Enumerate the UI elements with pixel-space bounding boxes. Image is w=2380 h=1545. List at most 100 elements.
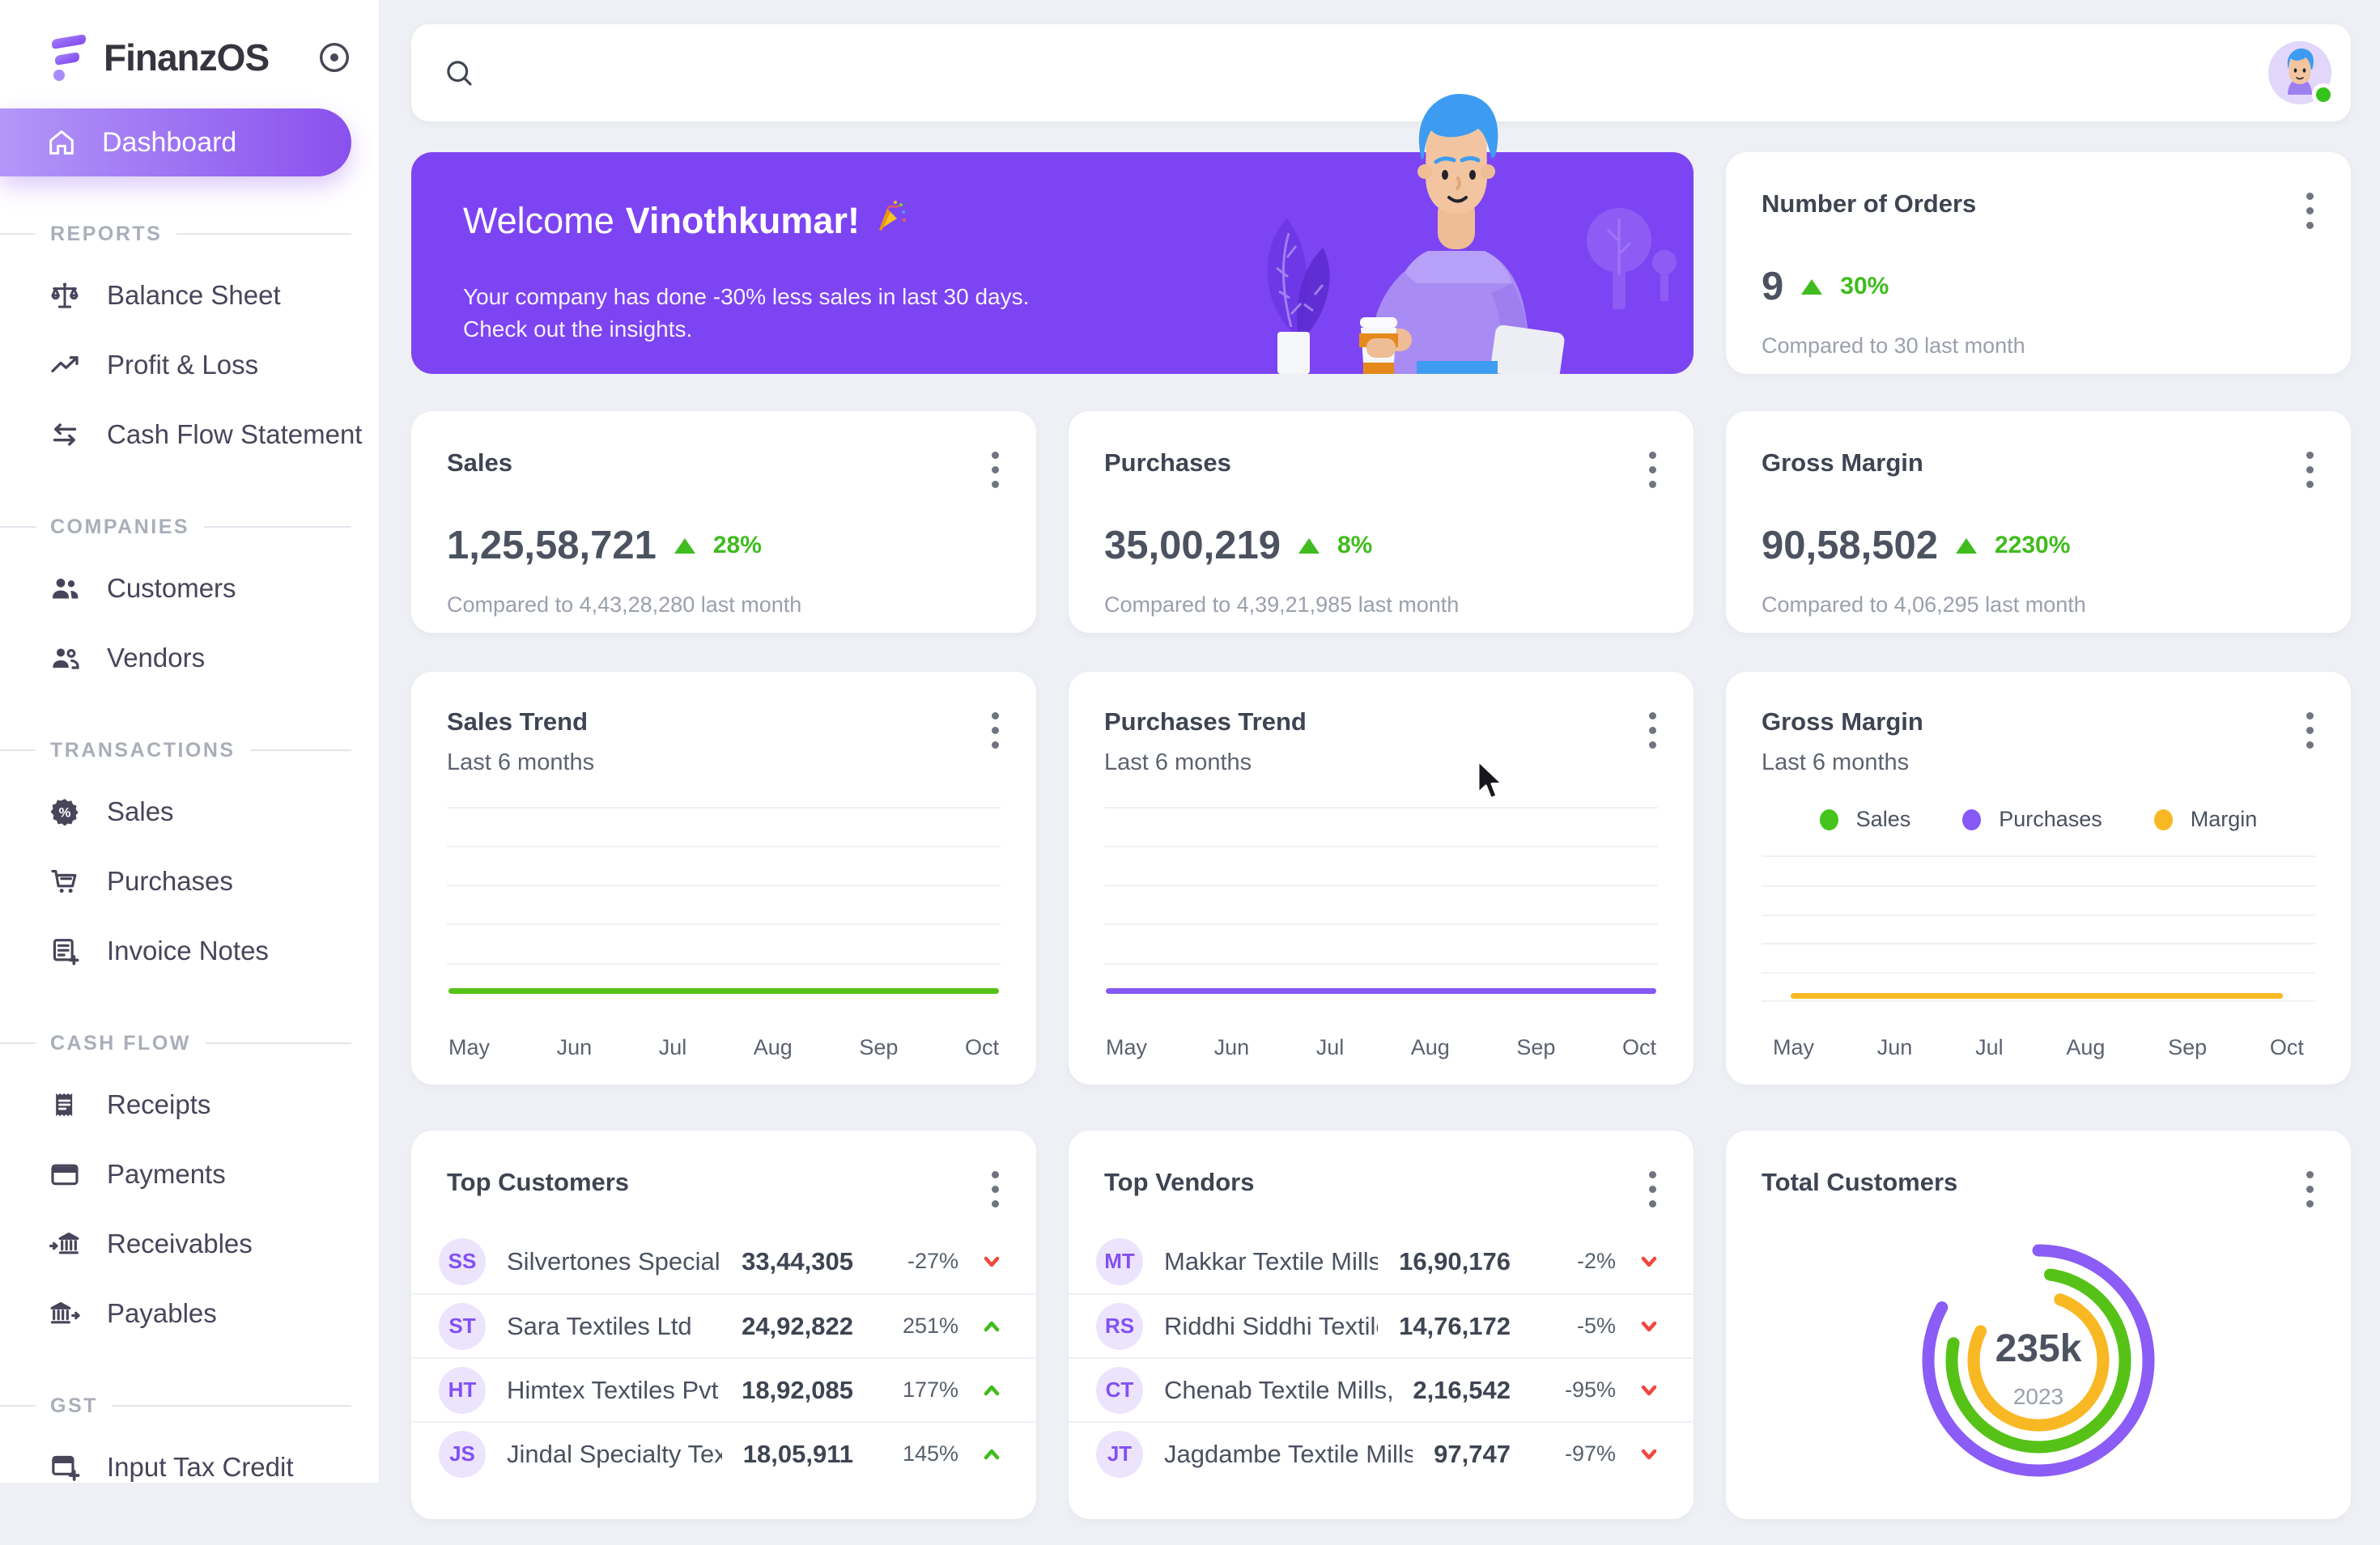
vendor-row[interactable]: JT Jagdambe Textile Mills 97,747 -97% — [1069, 1421, 1694, 1485]
x-axis-labels: May Jun Jul Aug Sep Oct — [1762, 1035, 2315, 1060]
purchases-value: 35,00,219 — [1104, 524, 1281, 567]
kebab-menu-icon[interactable] — [2303, 709, 2317, 752]
initials-avatar: RS — [1096, 1302, 1143, 1350]
bank-arrow-in-icon — [47, 1228, 83, 1260]
x-axis-labels: May Jun Jul Aug Sep Oct — [447, 1035, 1001, 1060]
sidebar-item-input-tax-credit[interactable]: Input Tax Credit — [0, 1433, 379, 1502]
kebab-menu-icon[interactable] — [1646, 448, 1660, 491]
customer-change: 251% — [902, 1314, 958, 1338]
customer-row[interactable]: JS Jindal Specialty Textiles Li... 18,05… — [411, 1421, 1036, 1485]
chevron-down-icon — [1637, 1378, 1661, 1403]
sidebar-item-receipts[interactable]: Receipts — [0, 1070, 379, 1140]
kebab-menu-icon[interactable] — [2303, 189, 2317, 232]
total-customers-year: 2023 — [2012, 1384, 2064, 1409]
legend-item-sales: Sales — [1819, 807, 1910, 832]
up-arrow-icon — [1298, 537, 1320, 554]
credit-card-icon — [47, 1158, 83, 1191]
chevron-down-icon — [1637, 1250, 1661, 1274]
kebab-menu-icon[interactable] — [988, 709, 1002, 752]
chart-subtitle: Last 6 months — [1762, 749, 1910, 775]
sidebar-item-label: Sales — [107, 796, 174, 826]
customer-row[interactable]: ST Sara Textiles Ltd 24,92,822 251% — [411, 1293, 1036, 1357]
invoice-plus-icon — [47, 935, 83, 967]
sidebar-item-dashboard[interactable]: Dashboard — [0, 108, 351, 176]
kebab-menu-icon[interactable] — [1646, 1168, 1660, 1211]
sidebar-item-payments[interactable]: Payments — [0, 1140, 379, 1209]
app-name: FinanzOS — [104, 36, 270, 79]
chart-title: Purchases Trend — [1104, 707, 1307, 736]
chart-subtitle: Last 6 months — [1104, 749, 1252, 775]
axis-label: Jul — [658, 1035, 687, 1059]
orders-compare: Compared to 30 last month — [1762, 333, 2025, 358]
card-title: Purchases — [1104, 448, 1231, 477]
customer-row[interactable]: HT Himtex Textiles Pvt. Ltd. 18,92,085 1… — [411, 1357, 1036, 1421]
list-title: Top Vendors — [1104, 1168, 1255, 1196]
axis-label: Aug — [1410, 1035, 1450, 1059]
kebab-menu-icon[interactable] — [1646, 709, 1660, 752]
kebab-menu-icon[interactable] — [988, 448, 1002, 491]
chart-subtitle: Last 6 months — [447, 749, 595, 775]
vendor-value: 14,76,172 — [1399, 1311, 1511, 1340]
vendor-value: 97,747 — [1434, 1439, 1511, 1468]
search-bar — [411, 24, 2351, 121]
axis-label: Oct — [1621, 1035, 1656, 1059]
kebab-menu-icon[interactable] — [988, 1168, 1002, 1211]
banner-user-name: Vinothkumar! — [625, 199, 860, 241]
purchases-trend-line — [1106, 987, 1656, 994]
trending-up-icon — [47, 349, 83, 381]
chevron-up-icon — [980, 1314, 1004, 1339]
banner-message: Your company has done -30% less sales in… — [463, 281, 1694, 346]
dashboard-screen: FinanzOS Dashboard REPORTS — [0, 0, 2380, 1483]
vendor-row[interactable]: MT Makkar Textile Mills Ltd 16,90,176 -2… — [1069, 1229, 1694, 1293]
sidebar-section-transactions: TRANSACTIONS % Sales Purchases — [0, 738, 379, 986]
vendor-row[interactable]: CT Chenab Textile Mills,kathua... 2,16,5… — [1069, 1357, 1694, 1421]
axis-label: Jul — [1975, 1035, 2004, 1059]
customer-change: 177% — [902, 1377, 958, 1402]
section-label: GST — [50, 1394, 98, 1417]
axis-label: Jun — [1213, 1035, 1250, 1059]
customer-name: Himtex Textiles Pvt. Ltd. — [507, 1375, 720, 1404]
sidebar-item-vendors[interactable]: Vendors — [0, 623, 379, 693]
sales-card: Sales 1,25,58,721 28% Compared to 4,43,2… — [411, 411, 1036, 633]
sidebar-item-cash-flow-statement[interactable]: Cash Flow Statement — [0, 400, 379, 469]
sidebar-item-label: Invoice Notes — [107, 936, 269, 966]
sales-trend-plot — [447, 786, 1001, 1016]
banner-message-line2: Check out the insights. — [463, 316, 693, 342]
user-avatar[interactable] — [2268, 41, 2335, 106]
sidebar-item-sales[interactable]: % Sales — [0, 777, 379, 847]
orders-card: Number of Orders 9 30% Compared to 30 la… — [1726, 152, 2351, 374]
banner-greeting: Welcome — [463, 199, 614, 241]
gross-margin-change: 2230% — [1995, 532, 2071, 558]
kebab-menu-icon[interactable] — [2303, 448, 2317, 491]
sidebar-section-reports: REPORTS Balance Sheet Profit & — [0, 222, 379, 469]
sidebar-item-payables[interactable]: Payables — [0, 1279, 379, 1348]
sidebar-section-cash-flow: CASH FLOW Receipts Payments — [0, 1031, 379, 1348]
kebab-menu-icon[interactable] — [2303, 1168, 2317, 1211]
sidebar-item-balance-sheet[interactable]: Balance Sheet — [0, 261, 379, 330]
sidebar-item-customers[interactable]: Customers — [0, 554, 379, 623]
purchases-trend-plot — [1104, 786, 1658, 1016]
total-customers-value: 235k — [1995, 1327, 2082, 1370]
card-title: Gross Margin — [1762, 448, 1923, 477]
sidebar-item-invoice-notes[interactable]: Invoice Notes — [0, 916, 379, 986]
banner-title: Welcome Vinothkumar! — [463, 197, 1694, 244]
purchases-compare: Compared to 4,39,21,985 last month — [1104, 592, 1460, 617]
up-arrow-icon — [674, 537, 695, 554]
discount-badge-icon: % — [47, 796, 83, 828]
chart-title: Sales Trend — [447, 707, 589, 736]
customer-row[interactable]: SS Silvertones Speciality Textil... 33,4… — [411, 1229, 1036, 1293]
vendor-row[interactable]: RS Riddhi Siddhi Textiles Mills ... 14,7… — [1069, 1293, 1694, 1357]
sidebar-item-label: Input Tax Credit — [107, 1452, 294, 1482]
sidebar-toggle-icon[interactable] — [316, 39, 353, 76]
axis-label: Aug — [2066, 1035, 2106, 1059]
party-popper-icon — [871, 197, 908, 244]
gross-margin-card: Gross Margin 90,58,502 2230% Compared to… — [1726, 411, 2351, 633]
list-title: Top Customers — [447, 1168, 630, 1196]
search-input[interactable] — [497, 24, 2268, 121]
sidebar-item-profit-loss[interactable]: Profit & Loss — [0, 330, 379, 400]
orders-change: 30% — [1840, 273, 1889, 299]
shopping-cart-icon — [47, 865, 83, 898]
chevron-up-icon — [980, 1442, 1004, 1466]
sidebar-item-receivables[interactable]: Receivables — [0, 1209, 379, 1279]
sidebar-item-purchases[interactable]: Purchases — [0, 847, 379, 916]
